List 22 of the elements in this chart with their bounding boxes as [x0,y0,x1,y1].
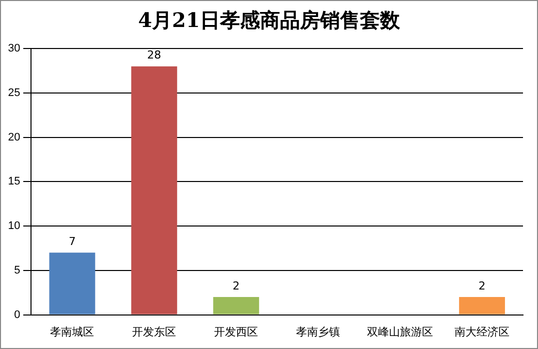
y-tick-label: 0 [14,308,20,321]
x-tick-label: 开发西区 [214,326,258,338]
data-label: 2 [478,279,486,292]
x-tick-label: 开发东区 [132,325,176,338]
chart-title: 4月21日孝感商品房销售套数 [137,7,401,34]
data-label: 7 [68,235,76,248]
y-tick-label: 15 [8,176,20,188]
bar [213,297,260,314]
y-tick-label: 30 [8,42,20,55]
x-tick-label: 双峰山旅游区 [367,325,434,338]
y-tick-label: 10 [8,220,20,232]
data-label: 2 [232,279,240,292]
y-tick-label: 25 [8,87,20,99]
y-tick-label: 20 [8,131,20,144]
bar [131,66,178,314]
bar [459,297,505,314]
bar [49,252,96,314]
x-tick-label: 孝南城区 [50,325,94,338]
y-tick-label: 5 [14,264,20,276]
x-tick-label: 南大经济区 [454,325,510,338]
data-label: 28 [147,48,162,62]
x-tick-label: 孝南乡镇 [296,325,340,338]
